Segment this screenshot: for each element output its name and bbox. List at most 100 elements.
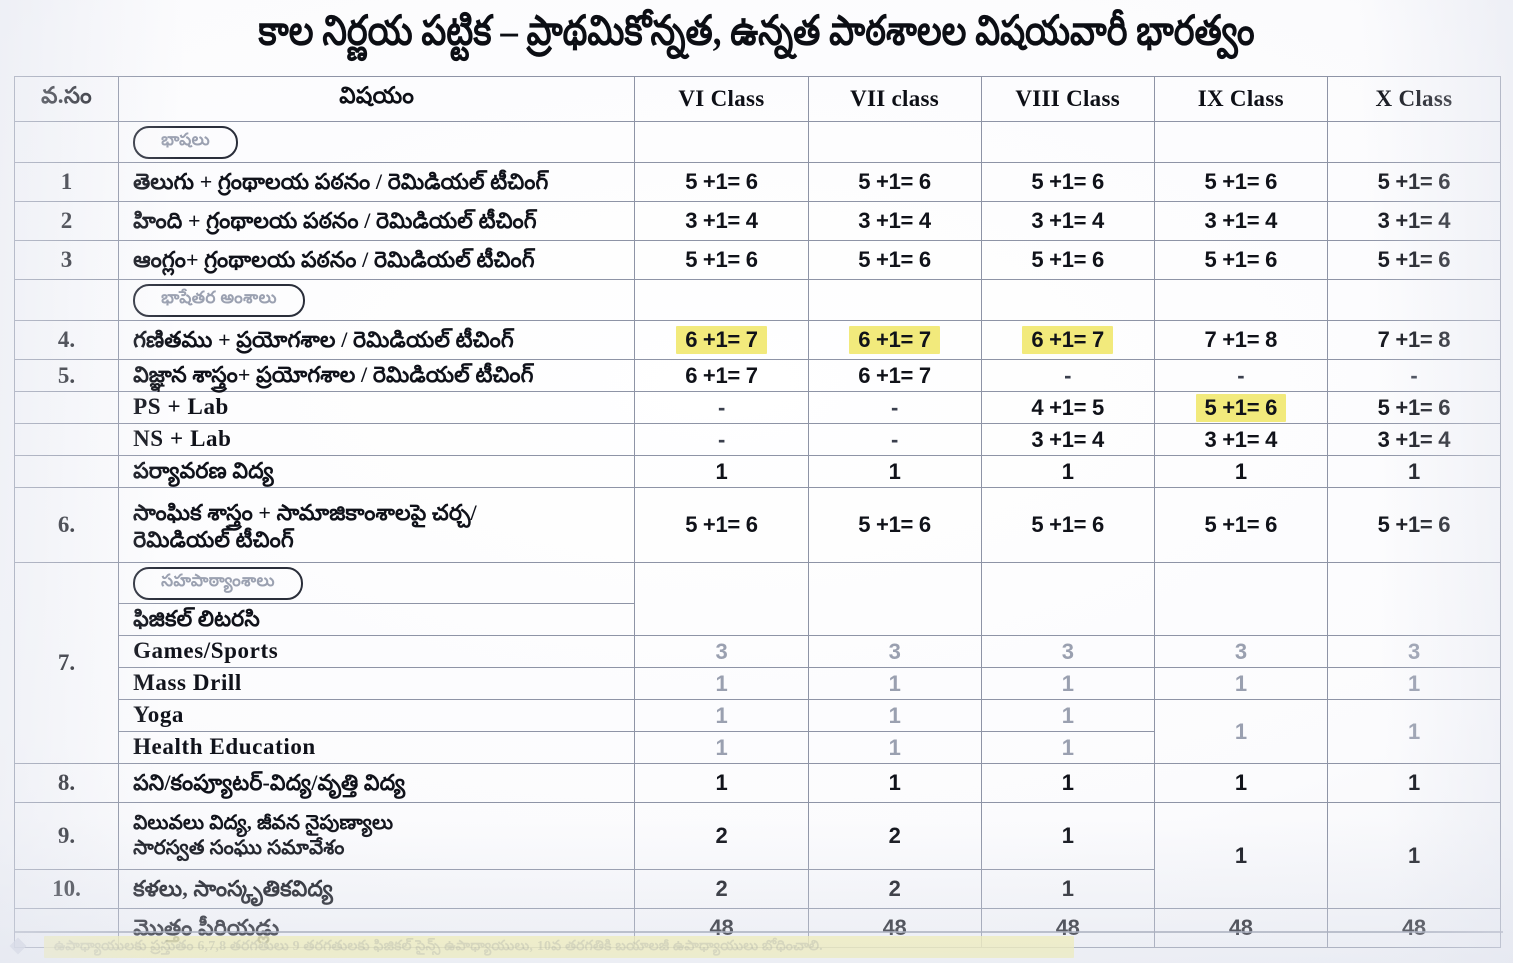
group-label-cell-co-curricular: సహపాఠ్యాంశాలు	[118, 562, 636, 604]
table-row: 6. సాంఘిక శాస్త్రం + సామాజికాంశాలపై చర్చ…	[13, 487, 1502, 563]
row-value-vi: 2	[634, 802, 809, 870]
row-value-x: -	[1326, 359, 1502, 392]
row-value-vi: 6 +1= 7	[634, 359, 809, 392]
row-subject: Games/Sports	[118, 635, 636, 668]
row-sno: 3	[13, 240, 120, 280]
highlighted-value: 5 +1= 6	[1195, 393, 1287, 422]
row-value-x: 3	[1326, 635, 1502, 668]
row-value-vi: 1	[634, 763, 809, 803]
row-value-vii: 2	[807, 869, 982, 909]
row-value-x: 3 +1= 4	[1326, 423, 1502, 456]
table-row: 3 ఆంగ్లం+ గ్రంథాలయ పఠనం / రెమిడియల్ టీచి…	[13, 240, 1502, 280]
row-value-vii: 1	[807, 455, 982, 488]
row-sno: 4.	[13, 320, 120, 360]
row-value-ix: -	[1153, 359, 1328, 392]
row-value-vi: 2	[634, 869, 809, 909]
row-subject: సాంఘిక శాస్త్రం + సామాజికాంశాలపై చర్చ/ ర…	[118, 487, 636, 563]
group-cell-vii	[807, 562, 982, 636]
row-value-x: 5 +1= 6	[1326, 487, 1502, 563]
row-value-viii: 1	[980, 455, 1155, 488]
row-subject: NS + Lab	[118, 423, 636, 456]
group-cell-ix	[1153, 562, 1328, 636]
table-row: Games/Sports 3 3 3 3 3	[15, 635, 1502, 668]
table-header-row: వ.సం విషయం VI Class VII class VIII Class…	[13, 76, 1502, 122]
row-subject: Health Education	[118, 731, 636, 764]
group-cell-vi	[634, 279, 809, 321]
group-cell-vii	[807, 279, 982, 321]
row-value-x: 1	[1326, 667, 1502, 700]
row-value-x: 5 +1= 6	[1326, 162, 1502, 202]
row-value-vi: 1	[634, 731, 809, 764]
row-value-viii: 3 +1= 4	[980, 201, 1155, 241]
row-sno: 1	[13, 162, 120, 202]
group-cell-vi	[634, 562, 809, 636]
row-subject: Yoga	[118, 699, 636, 732]
table-row: Mass Drill 1 1 1 1 1	[15, 667, 1502, 700]
row-value-vii: 1	[807, 667, 982, 700]
group-pill-non-languages: భాషేతర అంశాలు	[133, 283, 305, 317]
row-value-viii: 1	[980, 667, 1155, 700]
table-row: ఫిజికల్ లిటరసి	[15, 603, 1501, 636]
row-sno	[13, 423, 120, 456]
total-value-x: 48	[1326, 908, 1502, 948]
row-value-viii: 5 +1= 6	[980, 240, 1155, 280]
group-cell-viii	[980, 121, 1155, 163]
row-subject: పని/కంప్యూటర్-విద్య/వృత్తి విద్య	[118, 763, 636, 803]
row-value-x: 5 +1= 6	[1326, 240, 1502, 280]
group-row-co-curricular: 7. సహపాఠ్యాంశాలు	[13, 562, 1502, 764]
row-subject: పర్యావరణ విద్య	[118, 455, 636, 488]
table-row: 2 హింది + గ్రంథాలయ పఠనం / రెమిడియల్ టీచి…	[13, 201, 1502, 241]
row-subject: ఆంగ్లం+ గ్రంథాలయ పఠనం / రెమిడియల్ టీచింగ…	[118, 240, 636, 280]
row-value-x: 1	[1326, 763, 1502, 803]
header-class-vi: VI Class	[634, 76, 809, 122]
group-cell-x	[1326, 562, 1502, 636]
row-value-ix: 5 +1= 6	[1153, 162, 1328, 202]
row-subject: విజ్ఞాన శాస్త్రం+ ప్రయోగశాల / రెమిడియల్ …	[118, 359, 636, 392]
group-label-cell-languages: భాషలు	[118, 121, 636, 163]
row-subject: తెలుగు + గ్రంథాలయ పఠనం / రెమిడియల్ టీచిం…	[118, 162, 636, 202]
row-value-viii: 6 +1= 7	[980, 320, 1155, 360]
row-subject: విలువలు విద్య, జీవన నైపుణ్యాలు సారస్వత స…	[118, 802, 636, 870]
table-row: NS + Lab - - 3 +1= 4 3 +1= 4 3 +1= 4	[13, 423, 1502, 456]
footer-divider	[14, 931, 1503, 933]
row-sno: 8.	[13, 763, 120, 803]
row-value-x: 5 +1= 6	[1326, 391, 1502, 424]
group-cell-x	[1326, 279, 1502, 321]
row-value-ix: 1	[1153, 699, 1328, 764]
row-value-vii: 6 +1= 7	[807, 359, 982, 392]
footnote-text: ఉపాధ్యాయులకు ప్రస్తుతం 6,7,8 తరగతులు 9 త…	[54, 939, 823, 954]
row-value-vii: 5 +1= 6	[807, 240, 982, 280]
row-sno: 2	[13, 201, 120, 241]
subject-periods-table: వ.సం విషయం VI Class VII class VIII Class…	[13, 76, 1502, 948]
row-value-vii: 3	[807, 635, 982, 668]
row-value-viii: 1	[980, 763, 1155, 803]
row-value-vi: 1	[634, 699, 809, 732]
row-value-viii: 3	[980, 635, 1155, 668]
row-value-ix: 1	[1153, 455, 1328, 488]
row-subject: Mass Drill	[118, 667, 636, 700]
row-value-vii: 1	[807, 731, 982, 764]
group-label-cell-non-languages: భాషేతర అంశాలు	[118, 279, 636, 321]
row-sno: 7.	[13, 562, 120, 764]
row-value-ix: 1	[1153, 667, 1328, 700]
row-value-vi: 1	[634, 455, 809, 488]
row-subject: హింది + గ్రంథాలయ పఠనం / రెమిడియల్ టీచింగ…	[118, 201, 636, 241]
row-value-x: 7 +1= 8	[1326, 320, 1502, 360]
group-pill-languages: భాషలు	[133, 125, 239, 159]
total-value-ix: 48	[1153, 908, 1328, 948]
header-class-ix: IX Class	[1153, 76, 1328, 122]
row-value-ix: 7 +1= 8	[1153, 320, 1328, 360]
row-value-viii: 3 +1= 4	[980, 423, 1155, 456]
group-cell-x	[1326, 121, 1502, 163]
row-sno: 9.	[13, 802, 120, 870]
row-value-vi: 3	[634, 635, 809, 668]
group-cell-ix	[1153, 121, 1328, 163]
group-cell-vi	[634, 121, 809, 163]
header-subject: విషయం	[118, 76, 636, 122]
group-sno-blank	[13, 121, 120, 163]
header-class-x: X Class	[1326, 76, 1502, 122]
row-value-viii: 1	[980, 699, 1155, 732]
row-value-vi: 3 +1= 4	[634, 201, 809, 241]
row-value-viii: 1	[980, 802, 1155, 870]
